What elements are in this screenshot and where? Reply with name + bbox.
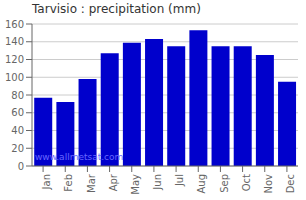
svg-text:20: 20 xyxy=(11,143,24,154)
svg-text:Oct: Oct xyxy=(241,174,252,191)
svg-text:Nov: Nov xyxy=(263,174,274,194)
svg-text:160: 160 xyxy=(8,19,24,30)
svg-text:Mar: Mar xyxy=(86,173,97,193)
svg-text:Aug: Aug xyxy=(196,174,207,194)
svg-text:80: 80 xyxy=(11,90,24,101)
svg-text:Apr: Apr xyxy=(108,173,119,191)
svg-text:Feb: Feb xyxy=(63,174,74,192)
svg-text:60: 60 xyxy=(11,107,24,118)
svg-text:Jul: Jul xyxy=(174,174,185,187)
svg-text:140: 140 xyxy=(8,36,24,47)
svg-text:Sep: Sep xyxy=(219,174,230,193)
svg-text:Jun: Jun xyxy=(152,174,163,191)
svg-text:0: 0 xyxy=(18,161,24,172)
html-text:Tarvisio : precipitation (mm): Tarvisio : precipitation (mm) xyxy=(32,2,201,16)
svg-text:100: 100 xyxy=(8,72,24,83)
svg-text:120: 120 xyxy=(8,54,24,65)
svg-text:40: 40 xyxy=(11,125,24,136)
svg-text:Jan: Jan xyxy=(41,174,52,190)
svg-text:May: May xyxy=(130,174,141,195)
svg-text:Dec: Dec xyxy=(285,174,296,193)
html-text:www.allmetsat.com: www.allmetsat.com xyxy=(35,152,124,162)
